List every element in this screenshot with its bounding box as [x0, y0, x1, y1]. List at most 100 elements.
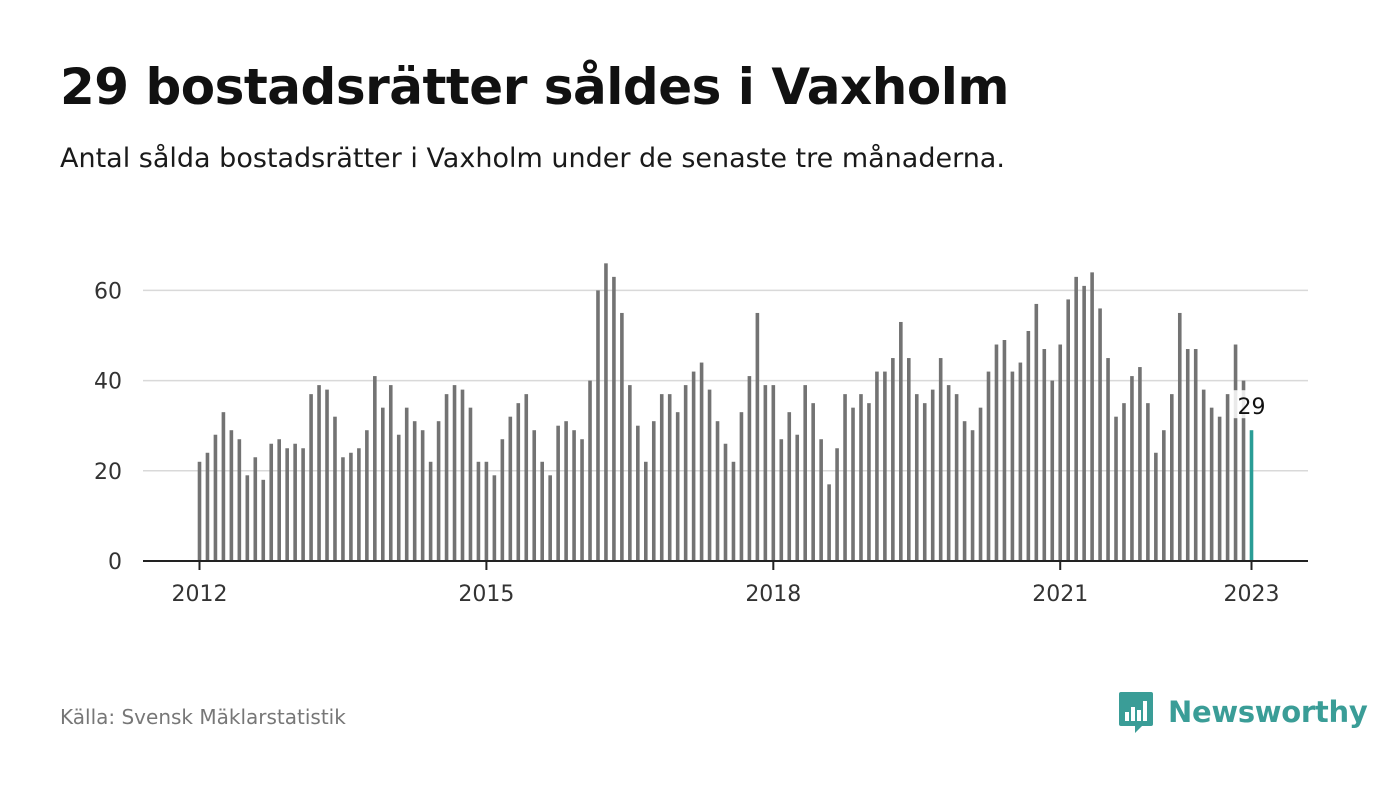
bar: [540, 461, 544, 561]
bar: [261, 479, 266, 561]
bar: [444, 394, 449, 561]
bar: [237, 439, 242, 561]
bar: [404, 407, 409, 561]
bar: [317, 385, 321, 561]
bar: [1026, 330, 1031, 561]
bar: [381, 407, 385, 561]
bar: [229, 430, 234, 561]
x-axis: 2012 2015 2018 2021 2023: [143, 560, 1308, 607]
bar: [699, 362, 704, 561]
bar: [1074, 276, 1078, 561]
bar: [213, 434, 218, 561]
bar: [723, 443, 728, 561]
bar: [651, 421, 656, 561]
bar: [1170, 394, 1174, 561]
bar: [930, 389, 935, 561]
bar: [1209, 407, 1214, 561]
bar: [1122, 403, 1126, 561]
bar: [707, 389, 712, 561]
bar: [1082, 285, 1086, 561]
bar: [277, 439, 281, 561]
bar: [373, 376, 377, 561]
bar: [580, 439, 584, 561]
bar: [612, 276, 616, 561]
bar: [644, 461, 648, 561]
bar: [309, 394, 313, 561]
bar: [731, 461, 736, 561]
bar: [891, 358, 895, 561]
source-note: Källa: Svensk Mäklarstatistik: [60, 705, 346, 729]
bar: [819, 439, 823, 561]
y-tick-label-0: 0: [108, 550, 122, 575]
x-tick-label-2023: 2023: [1224, 582, 1280, 607]
bar: [636, 425, 640, 561]
bar: [875, 371, 879, 561]
bar: [556, 425, 560, 561]
bar: [691, 371, 696, 561]
bar: [269, 443, 274, 561]
newsworthy-logo-icon: [1119, 692, 1153, 733]
bar: [851, 407, 855, 561]
bar: [954, 394, 959, 561]
bar: [1018, 362, 1023, 561]
x-tick-label-2015: 2015: [458, 582, 514, 607]
bar: [763, 385, 768, 561]
bar: [604, 263, 608, 561]
bar: [285, 448, 289, 561]
bar: [420, 430, 425, 561]
bar: [827, 484, 831, 561]
bar: [907, 358, 911, 561]
bar-chart: 0 20 40 60 2012 2015 2018 2021 2023 29: [94, 263, 1308, 607]
x-tick-label-2018: 2018: [745, 582, 801, 607]
bar: [946, 385, 951, 561]
bar: [428, 461, 433, 561]
newsworthy-logo[interactable]: Newsworthy: [1118, 690, 1368, 734]
bar: [365, 430, 369, 561]
bar: [388, 385, 393, 561]
bar: [715, 421, 720, 561]
bar: [1217, 416, 1222, 561]
bars: [197, 263, 1254, 561]
bar: [412, 421, 417, 561]
bar: [1241, 380, 1246, 561]
bar: [675, 412, 680, 561]
bar: [1002, 340, 1007, 561]
bar: [588, 380, 592, 561]
bar: [771, 385, 776, 561]
bar: [962, 421, 967, 561]
bar: [357, 448, 361, 561]
y-axis: 0 20 40 60: [94, 279, 122, 575]
bar: [1130, 376, 1134, 561]
bar: [994, 344, 999, 561]
bar: [197, 461, 202, 561]
bar: [867, 403, 871, 561]
x-tick-label-2012: 2012: [172, 582, 228, 607]
bar: [253, 457, 258, 561]
bar: [452, 385, 457, 561]
y-tick-label-20: 20: [94, 460, 122, 485]
bar: [620, 312, 624, 561]
value-label-background: [1233, 390, 1270, 419]
bar: [859, 394, 863, 561]
bar: [1193, 349, 1198, 561]
bar: [922, 403, 927, 561]
bar: [835, 448, 839, 561]
bar: [1050, 380, 1055, 561]
bar: [524, 394, 529, 561]
bar: [803, 385, 807, 561]
latest-value-label: 29: [1238, 395, 1266, 420]
bar: [333, 416, 337, 561]
logo-text: Newsworthy: [1168, 695, 1368, 729]
bar: [1106, 358, 1110, 561]
bar: [572, 430, 576, 561]
bar: [938, 358, 943, 561]
chart-subtitle: Antal sålda bostadsrätter i Vaxholm unde…: [60, 143, 1005, 174]
bar: [1162, 430, 1166, 561]
bar: [1034, 303, 1039, 561]
bar: [659, 394, 664, 561]
y-tick-label-60: 60: [94, 279, 122, 304]
bar: [341, 457, 345, 561]
bar: [325, 389, 329, 561]
bar: [349, 452, 353, 561]
bar: [795, 434, 800, 561]
